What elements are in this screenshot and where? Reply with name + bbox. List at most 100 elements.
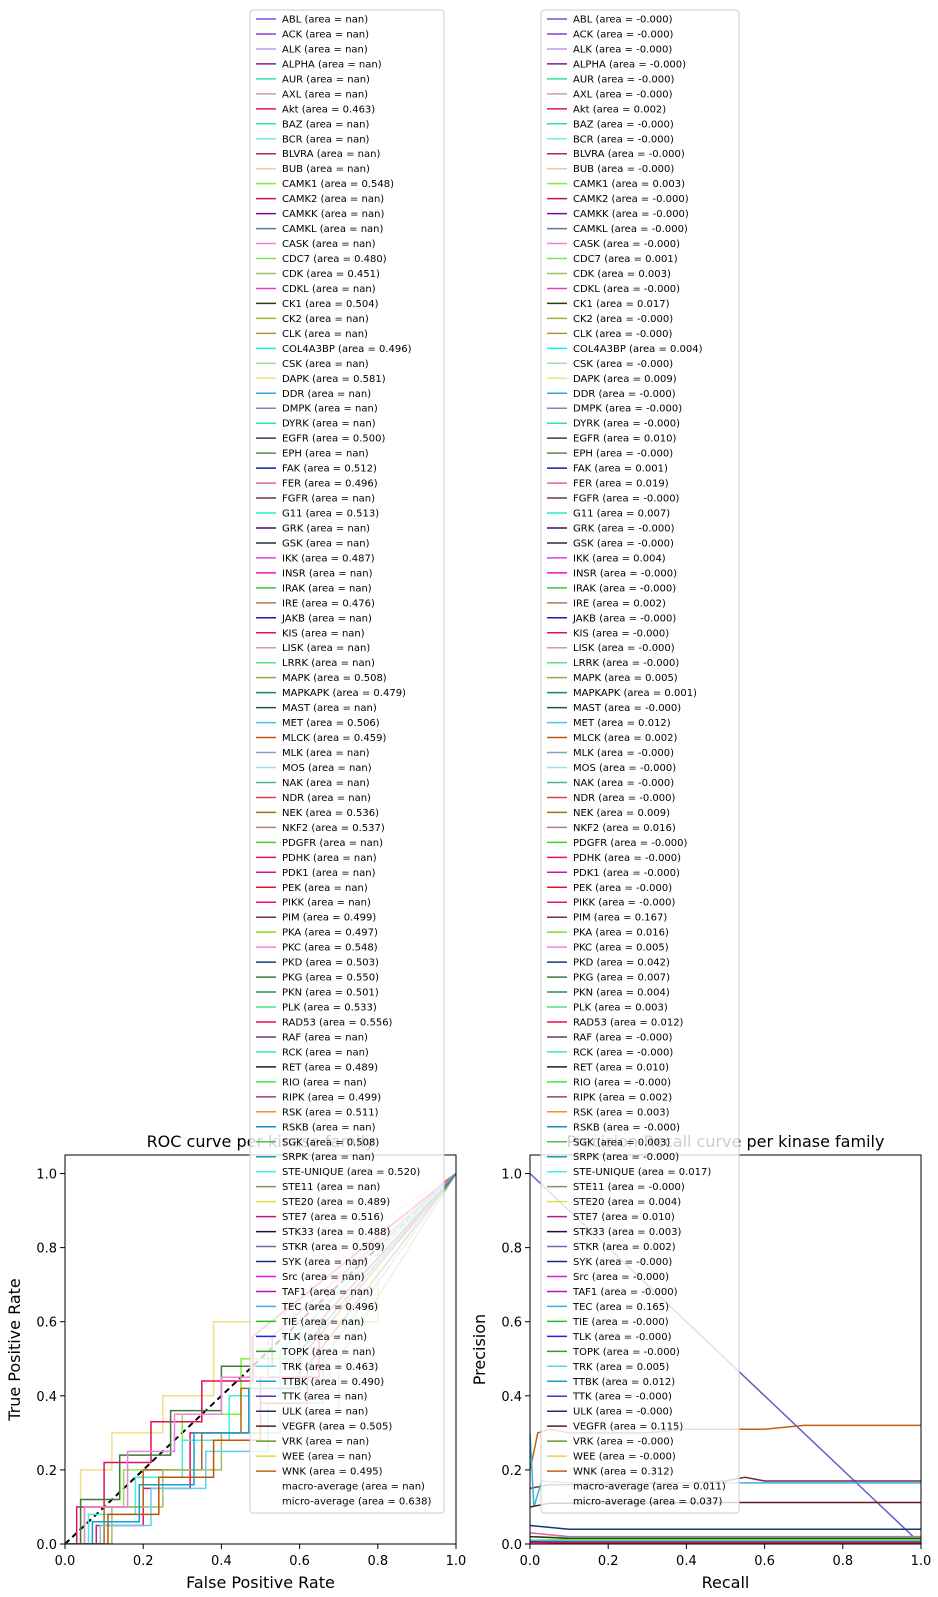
pr-x-axis-label: Recall — [702, 1573, 750, 1592]
legend-item-label: ALK (area = -0.000) — [573, 44, 672, 55]
legend-box — [540, 9, 740, 1514]
legend-item-label: RCK (area = nan) — [282, 1047, 369, 1058]
legend-item-label: CAMK1 (area = 0.003) — [573, 179, 685, 190]
legend-item-label: DAPK (area = 0.009) — [573, 374, 677, 385]
legend-item-label: AUR (area = nan) — [282, 74, 370, 85]
legend-item-label: GRK (area = -0.000) — [573, 523, 675, 534]
legend-item-label: ACK (area = nan) — [282, 29, 369, 40]
legend-item-label: AUR (area = -0.000) — [573, 74, 674, 85]
legend-item-label: BLVRA (area = nan) — [282, 149, 380, 160]
legend-item-label: CLK (area = -0.000) — [573, 329, 672, 340]
legend-item-label: Src (area = nan) — [282, 1272, 365, 1283]
legend-item-label: MAST (area = nan) — [282, 703, 377, 714]
legend-item-label: PDK1 (area = -0.000) — [573, 868, 680, 879]
legend-item-label: BAZ (area = -0.000) — [573, 119, 674, 130]
legend-item-label: TOPK (area = nan) — [281, 1347, 375, 1358]
y-tick-label: 0.2 — [501, 1464, 522, 1479]
legend-item-label: RSKB (area = -0.000) — [573, 1122, 680, 1133]
legend-item-label: COL4A3BP (area = 0.496) — [282, 344, 412, 355]
x-tick-label: 0.8 — [367, 1554, 388, 1569]
legend-item-label: RIPK (area = 0.499) — [282, 1092, 381, 1103]
legend-item-label: STE7 (area = 0.010) — [573, 1212, 675, 1223]
x-tick-label: 0.6 — [289, 1554, 310, 1569]
legend-item-label: MET (area = 0.012) — [573, 718, 671, 729]
legend-item-label: macro-average (area = 0.011) — [573, 1482, 726, 1493]
series-line-6 — [530, 1532, 921, 1538]
legend-item-label: NEK (area = 0.536) — [282, 808, 379, 819]
legend-item-label: Src (area = -0.000) — [573, 1272, 669, 1283]
y-tick-label: 0.4 — [501, 1390, 522, 1405]
series-line-8 — [530, 1535, 921, 1540]
legend-item-label: Akt (area = 0.002) — [573, 104, 666, 115]
legend-item-label: AXL (area = -0.000) — [573, 89, 673, 100]
legend-item-label: PKG (area = 0.550) — [282, 973, 379, 984]
legend-item-label: CASK (area = nan) — [282, 239, 376, 250]
legend-item-label: FER (area = 0.496) — [282, 479, 378, 490]
legend-item-label: DDR (area = nan) — [282, 389, 371, 400]
legend-item-label: PDHK (area = nan) — [282, 853, 377, 864]
legend-item-label: NDR (area = nan) — [282, 793, 371, 804]
legend-item-label: CDK (area = 0.003) — [573, 269, 671, 280]
legend-item-label: RAD53 (area = 0.556) — [282, 1017, 393, 1028]
legend-item-label: CDKL (area = nan) — [282, 284, 376, 295]
x-tick-label: 1.0 — [911, 1554, 932, 1569]
legend-item-label: LISK (area = -0.000) — [573, 643, 675, 654]
legend-item-label: PEK (area = -0.000) — [573, 883, 672, 894]
legend-item-label: IRAK (area = -0.000) — [573, 583, 676, 594]
legend-item-label: RAF (area = nan) — [282, 1032, 368, 1043]
y-tick-label: 0.8 — [501, 1242, 522, 1257]
legend-item-label: TAF1 (area = nan) — [281, 1287, 373, 1298]
legend-item-label: G11 (area = 0.007) — [573, 509, 670, 520]
legend-item-label: IRAK (area = nan) — [282, 583, 372, 594]
legend-item-label: NEK (area = 0.009) — [573, 808, 670, 819]
legend-item-label: PIKK (area = -0.000) — [573, 898, 675, 909]
legend-item-label: RET (area = 0.010) — [573, 1062, 669, 1073]
legend-item-label: PEK (area = nan) — [282, 883, 368, 894]
legend-item-label: RSK (area = 0.003) — [573, 1107, 670, 1118]
legend-item-label: STE-UNIQUE (area = 0.017) — [573, 1167, 711, 1178]
legend-item-label: SRPK (area = -0.000) — [573, 1152, 679, 1163]
legend-item-label: PLK (area = 0.003) — [573, 1003, 668, 1014]
legend-item-label: MOS (area = -0.000) — [573, 763, 676, 774]
legend-item-label: CAMKL (area = -0.000) — [573, 224, 688, 235]
legend-item-label: INSR (area = -0.000) — [573, 568, 677, 579]
legend-item-label: WEE (area = -0.000) — [573, 1452, 676, 1463]
legend-item-label: ALK (area = nan) — [282, 44, 368, 55]
y-tick-label: 1.0 — [36, 1168, 57, 1183]
legend-item-label: MAPK (area = 0.005) — [573, 673, 678, 684]
legend-item-label: RIPK (area = 0.002) — [573, 1092, 672, 1103]
roc-legend: ABL (area = nan) ACK (area = nan) ALK (are… — [249, 9, 445, 1514]
legend-item-label: PKA (area = 0.016) — [573, 928, 669, 939]
legend-item-label: DMPK (area = -0.000) — [573, 404, 682, 415]
legend-item-label: VEGFR (area = 0.115) — [573, 1422, 683, 1433]
legend-item-label: BUB (area = nan) — [282, 164, 370, 175]
legend-item-label: PIKK (area = nan) — [282, 898, 371, 909]
legend-item-label: STK33 (area = 0.003) — [573, 1227, 681, 1238]
legend-item-label: CK1 (area = 0.504) — [282, 299, 379, 310]
legend-item-label: IRE (area = 0.476) — [282, 598, 375, 609]
legend-item-label: MAST (area = -0.000) — [573, 703, 681, 714]
series-line-5 — [530, 1524, 921, 1530]
legend-item-label: CAMKL (area = nan) — [282, 224, 384, 235]
legend-item-label: WNK (area = 0.495) — [282, 1467, 383, 1478]
legend-item-label: BCR (area = -0.000) — [573, 134, 674, 145]
legend-item-label: GSK (area = nan) — [282, 538, 370, 549]
legend-item-label: CDC7 (area = 0.480) — [282, 254, 387, 265]
pr-y-ticks: 0.0 0.2 0.4 0.6 0.8 1.0 — [501, 1168, 530, 1553]
legend-item-label: RCK (area = -0.000) — [573, 1047, 673, 1058]
legend-item-label: PDGFR (area = -0.000) — [573, 838, 688, 849]
y-tick-label: 0.6 — [36, 1316, 57, 1331]
legend-item-label: RAD53 (area = 0.012) — [573, 1017, 684, 1028]
legend-item-label: STE7 (area = 0.516) — [282, 1212, 384, 1223]
legend-item-label: macro-average (area = nan) — [282, 1482, 425, 1493]
legend-item-label: GSK (area = -0.000) — [573, 538, 674, 549]
legend-item-label: TEC (area = 0.496) — [281, 1302, 378, 1313]
legend-item-label: JAKB (area = nan) — [281, 613, 372, 624]
legend-item-label: EPH (area = -0.000) — [573, 449, 673, 460]
roc-panel: 0.0 0.2 0.4 0.6 0.8 1.0 0.00.20.40.60.81.0 RO… — [5, 9, 466, 1592]
legend-item-label: CAMK1 (area = 0.548) — [282, 179, 394, 190]
legend-item-label: PKA (area = 0.497) — [282, 928, 378, 939]
legend-item-label: DYRK (area = nan) — [282, 419, 376, 430]
legend-item-label: BCR (area = nan) — [282, 134, 370, 145]
legend-item-label: MLCK (area = 0.459) — [282, 733, 386, 744]
